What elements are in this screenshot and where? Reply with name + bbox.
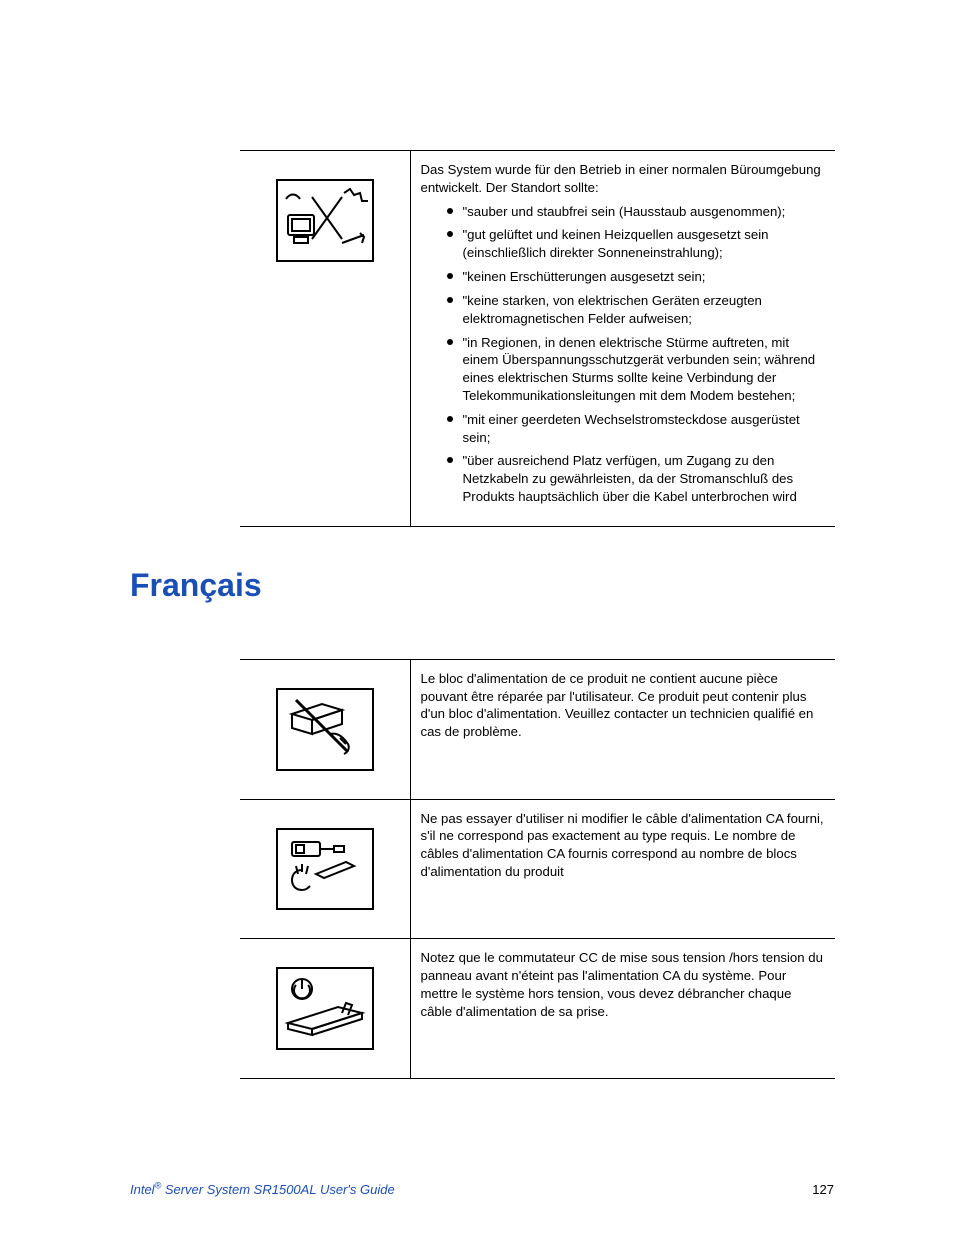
footer-doc-title: Intel® Server System SR1500AL User's Gui…: [130, 1182, 395, 1197]
list-item: "in Regionen, in denen elektrische Stürm…: [447, 334, 826, 405]
text-cell: Das System wurde für den Betrieb in eine…: [410, 151, 835, 527]
no-user-service-psu-icon: [276, 688, 374, 771]
row-text: Le bloc d'alimentation de ce produit ne …: [421, 670, 826, 741]
footer-brand: Intel: [130, 1182, 155, 1197]
list-item: "sauber und staubfrei sein (Hausstaub au…: [447, 203, 826, 221]
icon-cell: [240, 151, 410, 527]
row-text: Ne pas essayer d'utiliser ni modifier le…: [421, 810, 826, 881]
table-row: Das System wurde für den Betrieb in eine…: [240, 151, 835, 527]
list-item: "keinen Erschütterungen ausgesetzt sein;: [447, 268, 826, 286]
document-page: Das System wurde für den Betrieb in eine…: [0, 0, 954, 1235]
list-item: "mit einer geerdeten Wechselstromsteckdo…: [447, 411, 826, 447]
table-row: Notez que le commutateur CC de mise sous…: [240, 939, 835, 1079]
text-cell: Notez que le commutateur CC de mise sous…: [410, 939, 835, 1079]
page-footer: Intel® Server System SR1500AL User's Gui…: [130, 1181, 834, 1197]
list-item: "keine starken, von elektrischen Geräten…: [447, 292, 826, 328]
text-cell: Le bloc d'alimentation de ce produit ne …: [410, 659, 835, 799]
german-safety-table: Das System wurde für den Betrieb in eine…: [240, 150, 835, 527]
list-item: "gut gelüftet und keinen Heizquellen aus…: [447, 226, 826, 262]
section-heading: Français: [130, 567, 834, 604]
environment-caution-icon: [276, 179, 374, 262]
icon-cell: [240, 799, 410, 939]
table-row: Le bloc d'alimentation de ce produit ne …: [240, 659, 835, 799]
intro-text: Das System wurde für den Betrieb in eine…: [421, 161, 826, 197]
icon-cell: [240, 659, 410, 799]
text-cell: Ne pas essayer d'utiliser ni modifier le…: [410, 799, 835, 939]
icon-cell: [240, 939, 410, 1079]
page-number: 127: [812, 1182, 834, 1197]
row-text: Notez que le commutateur CC de mise sous…: [421, 949, 826, 1020]
footer-doc: Server System SR1500AL User's Guide: [161, 1182, 394, 1197]
french-safety-table: Le bloc d'alimentation de ce produit ne …: [240, 659, 835, 1079]
list-item: "über ausreichend Platz verfügen, um Zug…: [447, 452, 826, 505]
power-cord-caution-icon: [276, 828, 374, 911]
table-row: Ne pas essayer d'utiliser ni modifier le…: [240, 799, 835, 939]
power-switch-unplug-icon: [276, 967, 374, 1050]
bullet-list: "sauber und staubfrei sein (Hausstaub au…: [447, 203, 826, 506]
